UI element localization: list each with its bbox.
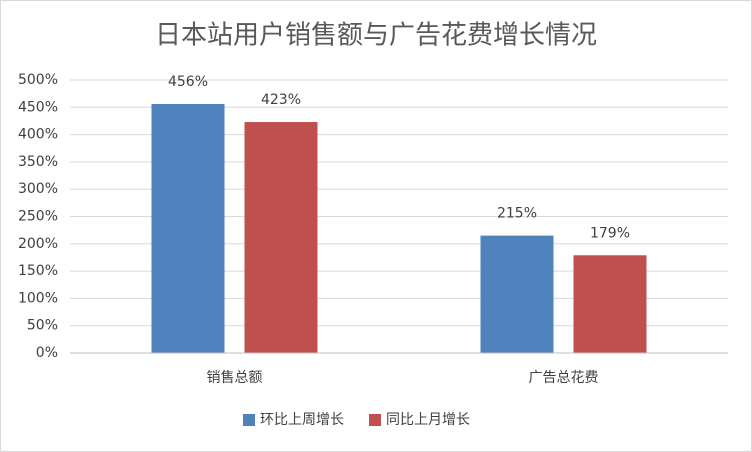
y-tick-label: 400% (18, 127, 58, 143)
value-label: 215% (497, 206, 537, 222)
bar (151, 104, 225, 353)
bar (573, 255, 647, 353)
legend-label: 环比上周增长 (260, 412, 344, 428)
x-tick-label: 广告总花费 (529, 370, 599, 386)
x-tick-label: 销售总额 (207, 370, 263, 386)
value-label: 179% (590, 225, 630, 241)
y-tick-label: 100% (18, 290, 58, 306)
y-tick-label: 250% (18, 209, 58, 225)
y-tick-label: 500% (18, 72, 58, 88)
value-label: 456% (168, 74, 208, 90)
y-tick-label: 350% (18, 154, 58, 170)
y-tick-label: 50% (27, 318, 58, 334)
legend-swatch (369, 414, 381, 426)
y-tick-label: 200% (18, 236, 58, 252)
chart-title: 日本站用户销售额与广告花费增长情况 (155, 21, 597, 51)
bar (480, 235, 554, 353)
y-tick-label: 450% (18, 99, 58, 115)
y-tick-label: 300% (18, 181, 58, 197)
value-label: 423% (261, 92, 301, 108)
bar (244, 122, 318, 354)
y-tick-label: 150% (18, 263, 58, 279)
legend-swatch (243, 414, 255, 426)
y-tick-label: 0% (36, 345, 58, 361)
legend-label: 同比上月增长 (386, 412, 470, 428)
